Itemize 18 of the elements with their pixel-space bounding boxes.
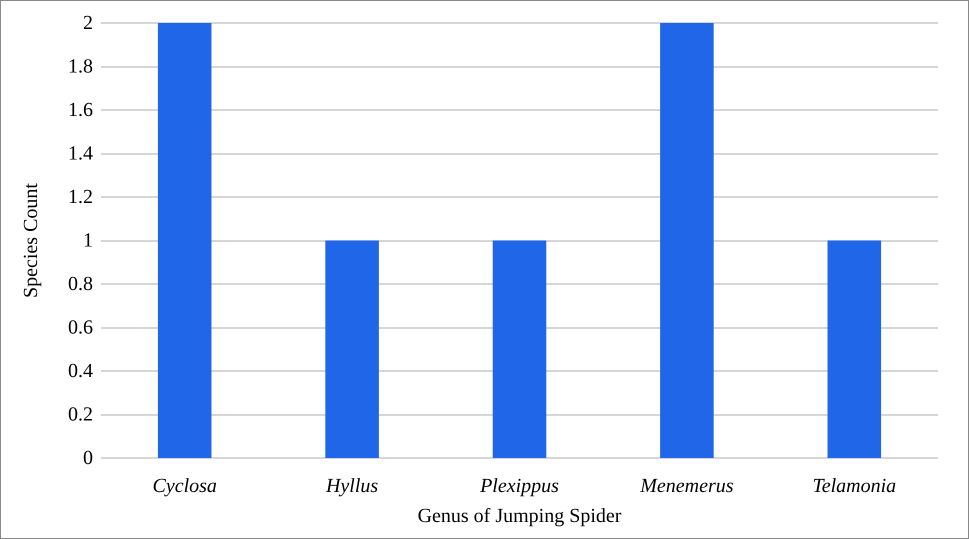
y-tick-label: 2 bbox=[83, 12, 93, 34]
y-tick-label: 1.4 bbox=[68, 142, 93, 164]
y-tick-label: 0.8 bbox=[68, 273, 93, 295]
x-tick-label: Telamonia bbox=[812, 475, 896, 497]
y-tick-label: 1.8 bbox=[68, 56, 93, 78]
y-tick-label: 0.4 bbox=[68, 360, 93, 382]
y-tick-label: 1.2 bbox=[68, 186, 93, 208]
y-tick-label: 1 bbox=[83, 230, 93, 252]
y-axis-title: Species Count bbox=[20, 182, 42, 298]
x-tick-label: Plexippus bbox=[479, 475, 560, 497]
y-tick-label: 0.2 bbox=[68, 404, 93, 426]
x-tick-label: Menemerus bbox=[639, 475, 734, 497]
x-tick-label: Cyclosa bbox=[152, 475, 217, 497]
y-tick-label: 1.6 bbox=[68, 99, 93, 121]
x-axis-title: Genus of Jumping Spider bbox=[418, 505, 622, 527]
y-tick-label: 0 bbox=[83, 447, 93, 469]
x-tick-label: Hyllus bbox=[324, 475, 378, 497]
y-tick-label: 0.6 bbox=[68, 316, 93, 338]
